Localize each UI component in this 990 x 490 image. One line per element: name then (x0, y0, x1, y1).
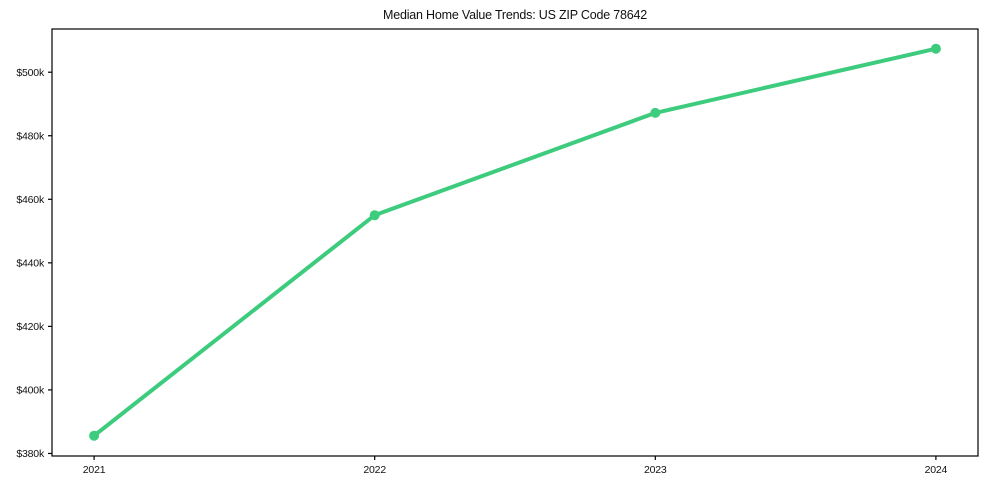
y-axis-tick-label: $440k (16, 258, 45, 270)
y-axis-tick-label: $420k (16, 321, 45, 333)
trend-line-median-home-value (92, 46, 938, 438)
data-point-2023 (650, 107, 661, 118)
y-axis-tick-label: $460k (16, 194, 45, 206)
y-axis-tick-label: $400k (16, 385, 45, 397)
data-point-2024 (930, 43, 941, 54)
y-axis-tick-label: $480k (16, 130, 45, 142)
y-axis-tick-label: $380k (16, 448, 45, 460)
x-axis-tick-label: 2023 (644, 464, 667, 476)
x-axis-tick-label: 2024 (925, 464, 948, 476)
data-point-2022 (369, 210, 380, 221)
y-axis-tick-label: $500k (16, 67, 45, 79)
x-axis-tick-label: 2021 (83, 464, 106, 476)
x-axis-tick-label: 2022 (363, 464, 386, 476)
chart-title: Median Home Value Trends: US ZIP Code 78… (382, 8, 647, 22)
data-point-2021 (89, 430, 100, 441)
plot-border (51, 28, 979, 457)
